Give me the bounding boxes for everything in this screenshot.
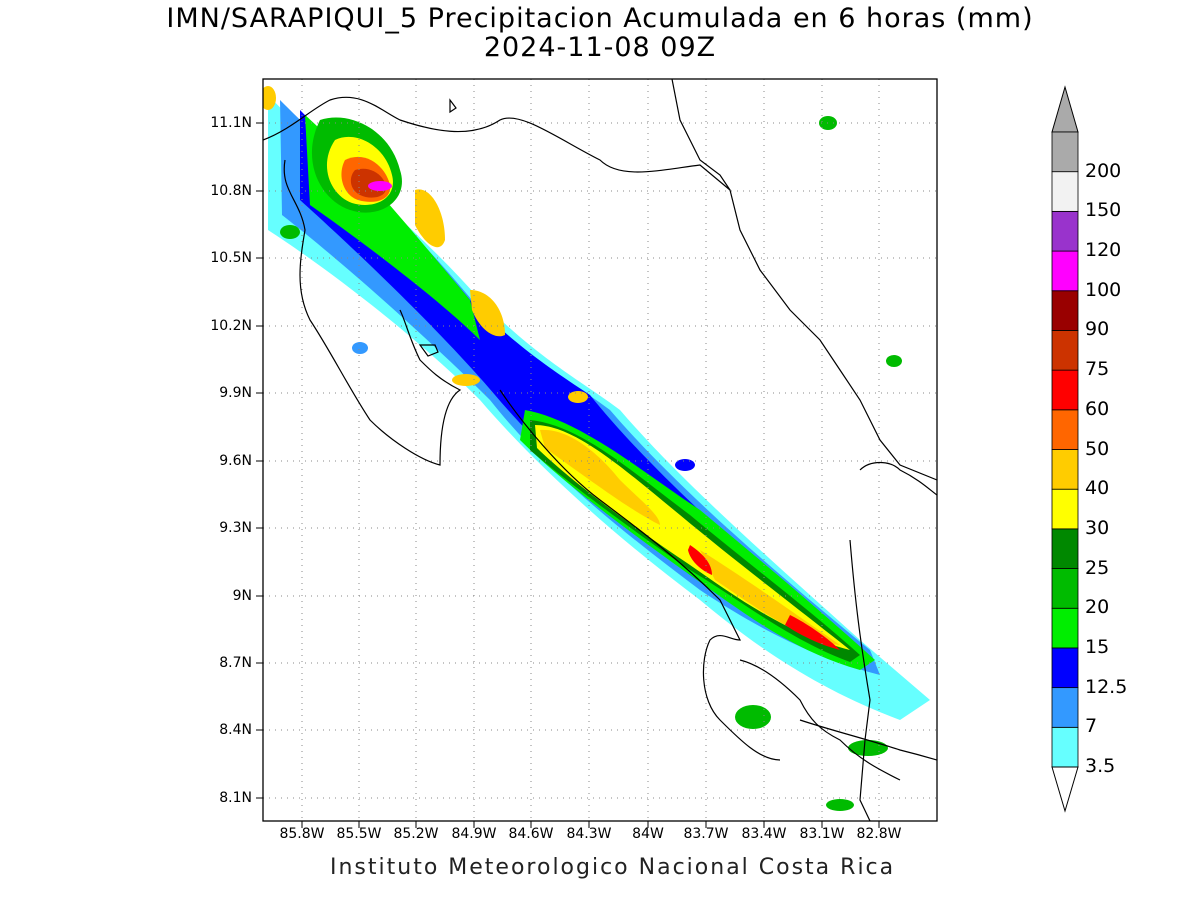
lon-label: 84.9W [451, 826, 497, 842]
colorbar-swatch [1051, 449, 1079, 490]
precip-core-75 [785, 615, 840, 650]
colorbar-level-label: 7 [1085, 715, 1098, 738]
colorbar-min-arrow [1051, 766, 1079, 813]
colorbar-level-label: 150 [1085, 199, 1122, 222]
lat-label: 10.8N [210, 183, 252, 199]
lat-label: 9.6N [219, 453, 252, 469]
colorbar-swatch [1051, 488, 1079, 530]
colorbar-level-label: 200 [1085, 159, 1122, 182]
map-frame [262, 78, 938, 822]
lon-label: 85.5W [336, 826, 382, 842]
precip-cell-h [886, 355, 902, 367]
grid-lines [263, 79, 937, 821]
colorbar-swatch [1051, 131, 1079, 173]
map-title: IMN/SARAPIQUI_5 Precipitacion Acumulada … [166, 3, 1034, 34]
lon-label: 83.1W [799, 826, 845, 842]
precip-cell-k [352, 342, 368, 354]
colorbar-swatch [1051, 409, 1079, 450]
colorbar-level-label: 100 [1085, 278, 1122, 301]
lon-label: 84.6W [508, 826, 554, 842]
precipitation-field [263, 86, 930, 811]
precip-cell-n [263, 86, 276, 110]
colorbar-swatch [1051, 568, 1079, 609]
colorbar-level-label: 75 [1085, 358, 1110, 381]
lon-label: 83.4W [741, 826, 787, 842]
colorbar-swatch [1051, 607, 1079, 649]
precip-cluster-north-120 [368, 181, 392, 191]
colorbar-swatch [1051, 210, 1079, 252]
colorbar-level-label: 60 [1085, 397, 1110, 420]
lon-label: 82.8W [856, 826, 902, 842]
colorbar-swatch [1051, 250, 1079, 292]
precip-core-50-south [700, 550, 840, 645]
colorbar-level-label: 25 [1085, 556, 1110, 579]
lon-label: 83.7W [683, 826, 729, 842]
colorbar-level-label: 3.5 [1085, 755, 1116, 777]
precip-cell-l [675, 459, 695, 471]
lat-label: 11.1N [210, 115, 252, 131]
lat-label: 10.2N [210, 318, 252, 334]
precip-cell-j [280, 225, 300, 239]
lon-label: 84W [632, 826, 664, 842]
colorbar-swatch [1051, 647, 1079, 689]
precip-cell-b [415, 189, 445, 248]
precip-core-75-b [688, 545, 712, 575]
colorbar-level-label: 120 [1085, 239, 1122, 262]
colorbar-swatch [1051, 330, 1079, 371]
colorbar-level-label: 30 [1085, 516, 1110, 539]
colorbar-level-label: 15 [1085, 635, 1110, 658]
precip-cell-e [848, 740, 888, 756]
colorbar-level-label: 20 [1085, 596, 1110, 619]
colorbar-swatch [1051, 528, 1079, 569]
lat-label: 9N [232, 588, 252, 604]
lon-label: 85.8W [279, 826, 325, 842]
lat-label: 8.4N [219, 722, 252, 738]
colorbar-max-arrow [1051, 85, 1079, 133]
colorbar-level-label: 50 [1085, 437, 1110, 460]
precip-core-50 [540, 429, 660, 525]
lon-label: 85.2W [393, 826, 439, 842]
precip-cell-d [735, 705, 771, 729]
footer-credit: Instituto Meteorologico Nacional Costa R… [330, 855, 896, 880]
coastline-borders [263, 79, 937, 821]
lat-label: 8.7N [219, 655, 252, 671]
colorbar [1051, 85, 1079, 813]
precip-band-7 [280, 100, 880, 675]
colorbar-level-label: 12.5 [1085, 675, 1128, 698]
lon-label: 84.3W [566, 826, 612, 842]
colorbar-swatch [1051, 687, 1079, 728]
colorbar-swatch [1051, 369, 1079, 411]
precip-cell-f [826, 799, 854, 811]
colorbar-swatch [1051, 171, 1079, 212]
colorbar-level-label: 40 [1085, 477, 1110, 500]
colorbar-swatch [1051, 726, 1079, 768]
map-subtitle-datetime: 2024-11-08 09Z [483, 32, 717, 63]
axis-ticks [256, 122, 880, 828]
colorbar-swatch [1051, 290, 1079, 331]
lat-label: 10.5N [210, 250, 252, 266]
lat-label: 9.3N [219, 520, 252, 536]
lat-label: 8.1N [219, 790, 252, 806]
precip-cell-c [470, 290, 505, 337]
colorbar-level-label: 90 [1085, 318, 1110, 341]
lat-label: 9.9N [219, 385, 252, 401]
precip-cell-i [452, 374, 480, 386]
precip-cell-m [568, 391, 588, 403]
